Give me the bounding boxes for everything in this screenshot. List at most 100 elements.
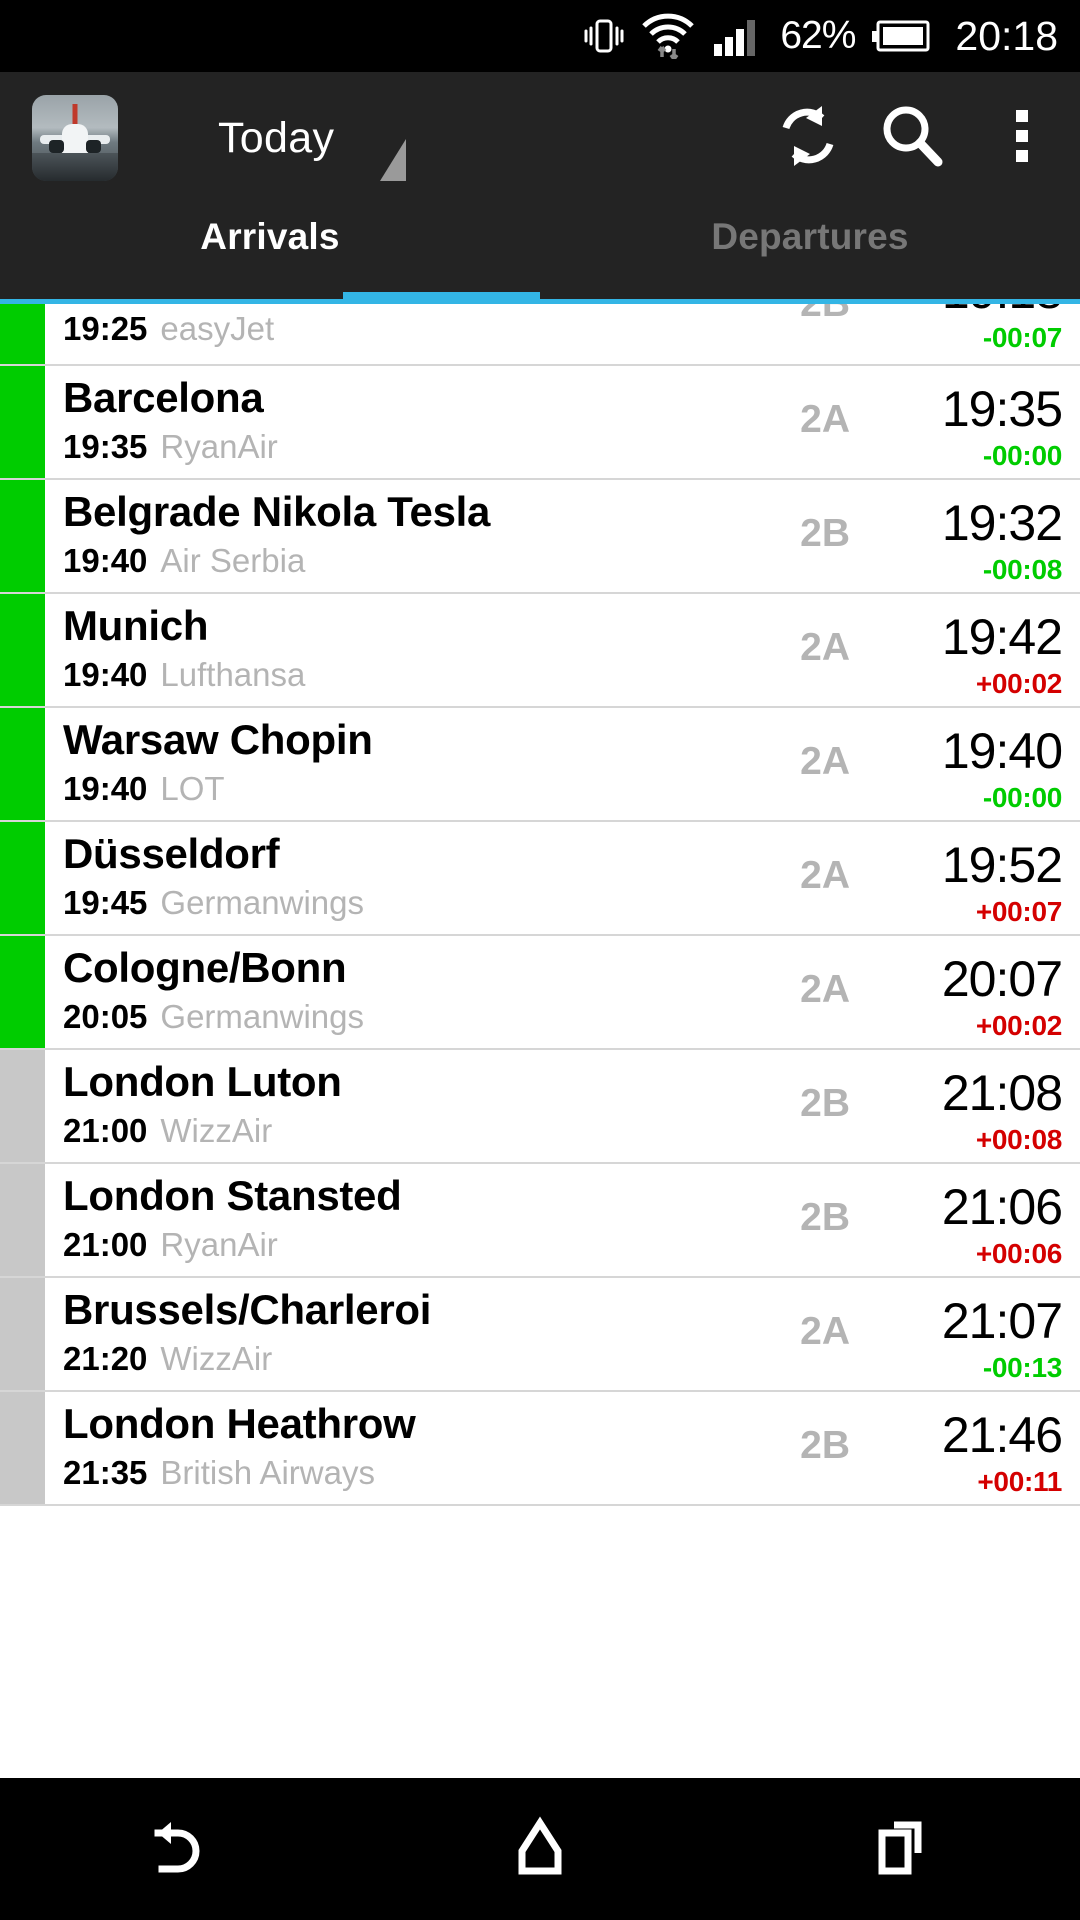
- flight-scheduled-time: 19:25: [63, 310, 148, 347]
- flight-destination: Düsseldorf: [63, 830, 280, 877]
- flight-actual-time: 21:07: [941, 1293, 1063, 1349]
- flight-terminal: 2B: [800, 304, 850, 326]
- flight-row[interactable]: Belgrade Nikola Tesla 19:40 Air Serbia 2B 19…: [0, 480, 1080, 594]
- flight-airline: Germanwings: [160, 884, 364, 921]
- flight-row[interactable]: London Luton 21:00 WizzAir 2B 21:08 +00:08: [0, 1050, 1080, 1164]
- flight-terminal: 2B: [800, 1196, 850, 1239]
- flight-row[interactable]: London Stansted 21:00 RyanAir 2B 21:06 +00:06: [0, 1164, 1080, 1278]
- vibrate-icon: [584, 14, 624, 58]
- flight-delay-delta: +00:02: [975, 668, 1062, 699]
- flight-row-body: Belgrade Nikola Tesla 19:40 Air Serbia 2B 19…: [45, 480, 1080, 592]
- refresh-button[interactable]: [756, 72, 860, 204]
- flight-status-bar: [0, 708, 45, 820]
- tab-strip: Arrivals Departures: [0, 204, 1080, 304]
- flight-actual-time: 19:52: [941, 837, 1063, 893]
- flight-delay-delta: +00:08: [975, 1124, 1062, 1155]
- home-button[interactable]: [360, 1807, 720, 1892]
- wifi-icon: [640, 13, 696, 59]
- back-icon: [140, 1807, 220, 1892]
- flight-airline: WizzAir: [160, 1340, 273, 1377]
- search-button[interactable]: [860, 72, 964, 204]
- flight-destination: Warsaw Chopin: [63, 716, 373, 763]
- flight-status-bar: [0, 822, 45, 934]
- system-navigation-bar: [0, 1778, 1080, 1920]
- flight-terminal: 2A: [800, 398, 850, 441]
- flight-schedule-line: 19:45 Germanwings: [63, 884, 364, 922]
- flight-schedule-line: 19:35 RyanAir: [63, 428, 278, 466]
- flight-status-bar: [0, 936, 45, 1048]
- tab-underline: [0, 299, 1080, 304]
- flight-delay-delta: +00:07: [975, 896, 1062, 927]
- action-bar: Today: [0, 72, 1080, 204]
- flight-row-body: Düsseldorf 19:45 Germanwings 2A 19:52 +00:07: [45, 822, 1080, 934]
- flight-airline: RyanAir: [160, 428, 278, 465]
- flight-row[interactable]: Cologne/Bonn 20:05 Germanwings 2A 20:07 +00:0…: [0, 936, 1080, 1050]
- flight-row-body: Barcelona 19:35 RyanAir 2A 19:35 -00:00: [45, 366, 1080, 478]
- flight-status-bar: [0, 1050, 45, 1162]
- flight-row-body: Munich 19:40 Lufthansa 2A 19:42 +00:02: [45, 594, 1080, 706]
- flight-terminal: 2B: [800, 512, 850, 555]
- flight-terminal: 2A: [800, 740, 850, 783]
- signal-icon: [712, 16, 764, 56]
- flight-actual-time: 21:06: [941, 1179, 1063, 1235]
- flight-row[interactable]: Munich 19:40 Lufthansa 2A 19:42 +00:02: [0, 594, 1080, 708]
- flight-schedule-line: 19:40 LOT: [63, 770, 225, 808]
- home-icon: [500, 1807, 580, 1892]
- overflow-menu-icon: [1013, 100, 1031, 177]
- flight-scheduled-time: 20:05: [63, 998, 148, 1035]
- flight-airline: Germanwings: [160, 998, 364, 1035]
- flight-status-bar: [0, 366, 45, 478]
- flight-destination: Belgrade Nikola Tesla: [63, 488, 491, 535]
- flight-scheduled-time: 19:45: [63, 884, 148, 921]
- flight-terminal: 2B: [800, 1082, 850, 1125]
- flight-airline: WizzAir: [160, 1112, 273, 1149]
- flight-delay-delta: +00:02: [975, 1010, 1062, 1041]
- flight-row-body: Cologne/Bonn 20:05 Germanwings 2A 20:07 +00:0…: [45, 936, 1080, 1048]
- flight-status-bar: [0, 304, 45, 364]
- flight-row[interactable]: Düsseldorf 19:45 Germanwings 2A 19:52 +00:07: [0, 822, 1080, 936]
- recent-apps-button[interactable]: [720, 1807, 1080, 1892]
- flight-row[interactable]: Warsaw Chopin 19:40 LOT 2A 19:40 -00:00: [0, 708, 1080, 822]
- flight-delay-delta: -00:13: [982, 1352, 1062, 1383]
- overflow-menu-button[interactable]: [964, 72, 1080, 204]
- flight-terminal: 2A: [800, 1310, 850, 1353]
- battery-percent-label: 62%: [780, 14, 856, 57]
- airplane-app-icon[interactable]: [32, 95, 118, 181]
- flight-schedule-line: 19:40 Air Serbia: [63, 542, 305, 580]
- back-button[interactable]: [0, 1807, 360, 1892]
- status-clock: 20:18: [955, 12, 1058, 59]
- flight-actual-time: 19:42: [941, 609, 1063, 665]
- flight-row-body: Warsaw Chopin 19:40 LOT 2A 19:40 -00:00: [45, 708, 1080, 820]
- flight-actual-time: 21:46: [941, 1407, 1063, 1463]
- flight-row[interactable]: Brussels/Charleroi 21:20 WizzAir 2A 21:07 -00…: [0, 1278, 1080, 1392]
- flight-destination: Cologne/Bonn: [63, 944, 347, 991]
- flight-status-bar: [0, 594, 45, 706]
- arrivals-list[interactable]: 19:25 easyJet 2B 19:18 -00:07 Barcelona 19:35 R…: [0, 304, 1080, 1778]
- flight-schedule-line: 19:40 Lufthansa: [63, 656, 305, 694]
- flight-terminal: 2A: [800, 626, 850, 669]
- flight-actual-time: 19:32: [941, 495, 1063, 551]
- flight-scheduled-time: 21:00: [63, 1112, 148, 1149]
- page-title[interactable]: Today: [218, 113, 335, 162]
- flight-status-bar: [0, 480, 45, 592]
- dropdown-triangle-icon[interactable]: [380, 139, 407, 181]
- flight-schedule-line: 21:00 RyanAir: [63, 1226, 278, 1264]
- tab-arrivals[interactable]: Arrivals: [200, 216, 340, 257]
- flight-status-bar: [0, 1278, 45, 1390]
- flight-scheduled-time: 19:40: [63, 770, 148, 807]
- flight-schedule-line: 20:05 Germanwings: [63, 998, 364, 1036]
- search-icon: [876, 100, 948, 177]
- flight-airline: Air Serbia: [160, 542, 306, 579]
- tab-departures[interactable]: Departures: [711, 216, 909, 257]
- refresh-icon: [772, 100, 844, 177]
- flight-actual-time: 19:18: [942, 304, 1063, 320]
- flight-airline: LOT: [160, 770, 225, 807]
- flight-delay-delta: -00:08: [982, 554, 1062, 585]
- flight-row[interactable]: 19:25 easyJet 2B 19:18 -00:07: [0, 304, 1080, 366]
- flight-actual-time: 19:35: [941, 381, 1063, 437]
- flight-row[interactable]: London Heathrow 21:35 British Airways 2B 21:…: [0, 1392, 1080, 1506]
- flight-scheduled-time: 21:20: [63, 1340, 148, 1377]
- flight-airline: British Airways: [160, 1454, 375, 1491]
- flight-row[interactable]: Barcelona 19:35 RyanAir 2A 19:35 -00:00: [0, 366, 1080, 480]
- flight-destination: Brussels/Charleroi: [63, 1286, 432, 1333]
